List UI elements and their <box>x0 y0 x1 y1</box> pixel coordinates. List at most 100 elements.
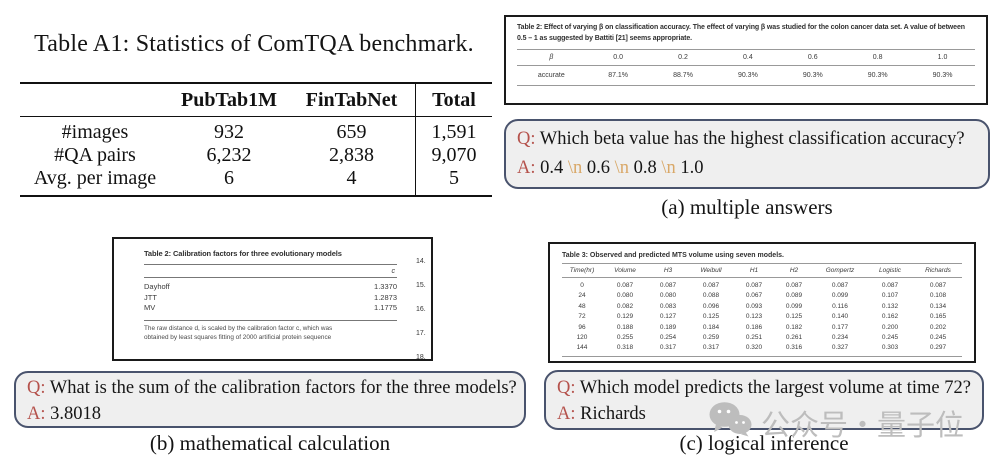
table-cell: 0.099 <box>831 292 849 300</box>
embedded-table-body: 0 0.087 0.087 0.087 0.087 0.087 0.087 0.087 0.08… <box>562 278 962 357</box>
table-a1: PubTab1M FinTabNet Total #images 932 659 1,59… <box>20 82 492 197</box>
table-cell: 144 <box>576 344 588 352</box>
subfigure-caption-b: (b) mathematical calculation <box>149 431 391 455</box>
q-label: Q: <box>27 378 46 398</box>
table-cell: 88.7% <box>673 72 693 79</box>
table-cell: 0.184 <box>702 323 720 331</box>
answer-line: A: 0.4 \n 0.6 \n 0.8 \n 1.0 <box>517 154 977 183</box>
table-cell: 0.087 <box>785 282 803 289</box>
table-cell: 0.320 <box>745 344 763 352</box>
table-cell: 0.087 <box>929 282 947 289</box>
answer-text: Richards <box>580 404 646 424</box>
subfigure-caption-c: (c) logical inference <box>679 431 849 455</box>
table-cell: 0.186 <box>745 323 763 331</box>
table-cell: 24 <box>578 292 586 300</box>
table-cell: 0.0 <box>613 54 623 61</box>
answer-value: 0.6 <box>586 158 611 178</box>
table-cell: 0 <box>580 282 584 289</box>
answer-text: 3.8018 <box>50 404 101 424</box>
table-cell: 0.6 <box>807 54 818 61</box>
table-cell <box>20 89 170 112</box>
table-row: #images 932 659 1,591 <box>20 117 492 144</box>
table-cell: Logistic <box>878 267 902 274</box>
table-cell: 0.251 <box>745 334 763 342</box>
table-cell: 0.245 <box>881 334 899 342</box>
table-cell: 0.2 <box>678 54 688 61</box>
table-cell: 0.083 <box>659 302 677 310</box>
table-cell: 18. <box>416 354 426 361</box>
table-cell: 48 <box>578 302 586 310</box>
table-row: MV 1.1775 <box>144 303 397 314</box>
table-cell: 0.261 <box>785 334 803 342</box>
answer-value: 1.0 <box>680 158 704 178</box>
table-cell: 1.3370 <box>374 282 397 291</box>
screenshot-calibration-factors-table: Table 2: Calibration factors for three e… <box>112 237 433 361</box>
answer-line: A: Richards <box>557 401 971 427</box>
table-cell: Richards <box>925 267 951 274</box>
table-cell: 0.087 <box>702 282 720 289</box>
table-cell: 0.080 <box>659 292 677 300</box>
table-cell: H1 <box>749 267 759 274</box>
table-cell: 0.132 <box>881 302 899 310</box>
table-cell: 0.254 <box>659 334 677 342</box>
answer-line: A: 3.8018 <box>27 401 513 427</box>
table-cell: Weibull <box>700 267 722 274</box>
a-label: A: <box>557 404 576 424</box>
table-cell: 0.125 <box>702 313 720 321</box>
table-cell: 0.318 <box>616 344 634 352</box>
table-cell: 0.8 <box>872 54 883 61</box>
table-cell: 0.108 <box>929 292 947 300</box>
table-cell: 6 <box>224 167 234 189</box>
question-text: Which model predicts the largest volume … <box>579 378 971 398</box>
table-cell: 0.200 <box>881 323 899 331</box>
table-cell: JTT <box>144 292 157 302</box>
newline-separator: \n <box>610 158 634 178</box>
table-row: 24 0.080 0.080 0.088 0.067 0.089 0.099 0.107 0.1… <box>562 291 962 301</box>
table-row: 120 0.255 0.254 0.259 0.251 0.261 0.234 0.245 0.… <box>562 333 962 343</box>
table-cell: 1,591 <box>415 117 492 144</box>
table-cell: 72 <box>578 313 586 321</box>
table-cell: MV <box>144 303 156 312</box>
table-cell: accurate <box>537 72 565 79</box>
table-row: Avg. per image 6 4 5 <box>20 167 492 195</box>
table-cell: Dayhoff <box>144 282 170 291</box>
table-cell: Gompertz <box>825 267 855 274</box>
table-cell: 6,232 <box>206 144 252 166</box>
table-cell: 96 <box>578 323 586 331</box>
table-cell: FinTabNet <box>305 89 398 111</box>
table-cell: 0.245 <box>929 334 947 342</box>
table-row: accurate 87.1% 88.7% 90.3% 90.3% 90.3% 90.3% <box>517 66 975 86</box>
table-cell: Volume <box>614 267 636 274</box>
footnote-line: obtained by least squares fitting of 200… <box>144 334 332 341</box>
table-cell: 0.316 <box>785 344 803 352</box>
embedded-table-body: Dayhoff 1.3370 JTT 1.2873 MV 1.1775 <box>144 277 397 318</box>
question-line: Q: Which beta value has the highest clas… <box>517 125 977 154</box>
table-cell: 0.082 <box>616 302 634 310</box>
table-cell: 0.234 <box>831 334 849 342</box>
wechat-icon <box>708 401 752 445</box>
table-cell: 0.165 <box>929 313 947 321</box>
table-row: JTT 1.2873 <box>144 293 397 304</box>
table-cell: 0.087 <box>881 282 899 289</box>
table-cell: 0.188 <box>616 323 634 331</box>
table-cell: 0.303 <box>881 344 899 352</box>
table-cell: #QA pairs <box>54 144 136 166</box>
table-cell: 15. <box>416 282 426 289</box>
q-label: Q: <box>517 129 536 149</box>
table-cell: 5 <box>415 167 492 195</box>
embedded-table-header: Time(hr) Volume H3 Weibull H1 H2 Gompertz Logis… <box>562 263 962 278</box>
table-cell: 0.123 <box>745 313 763 321</box>
table-cell: 0.125 <box>785 313 803 321</box>
table-cell: 16. <box>416 306 426 313</box>
q-label: Q: <box>557 378 576 398</box>
qa-box-multiple-answers: Q: Which beta value has the highest clas… <box>504 119 990 189</box>
table-cell: 0.096 <box>702 302 720 310</box>
question-line: Q: What is the sum of the calibration fa… <box>27 375 517 401</box>
qa-box-mathematical-calculation: Q: What is the sum of the calibration fa… <box>14 371 526 428</box>
table-cell: 1.2873 <box>374 292 397 302</box>
table-cell: 14. <box>416 258 426 265</box>
table-cell: Total <box>415 84 492 116</box>
table-row: 48 0.082 0.083 0.096 0.093 0.099 0.116 0.132 0.1… <box>562 302 962 312</box>
watermark-text: 公众号・量子位 <box>761 410 965 442</box>
